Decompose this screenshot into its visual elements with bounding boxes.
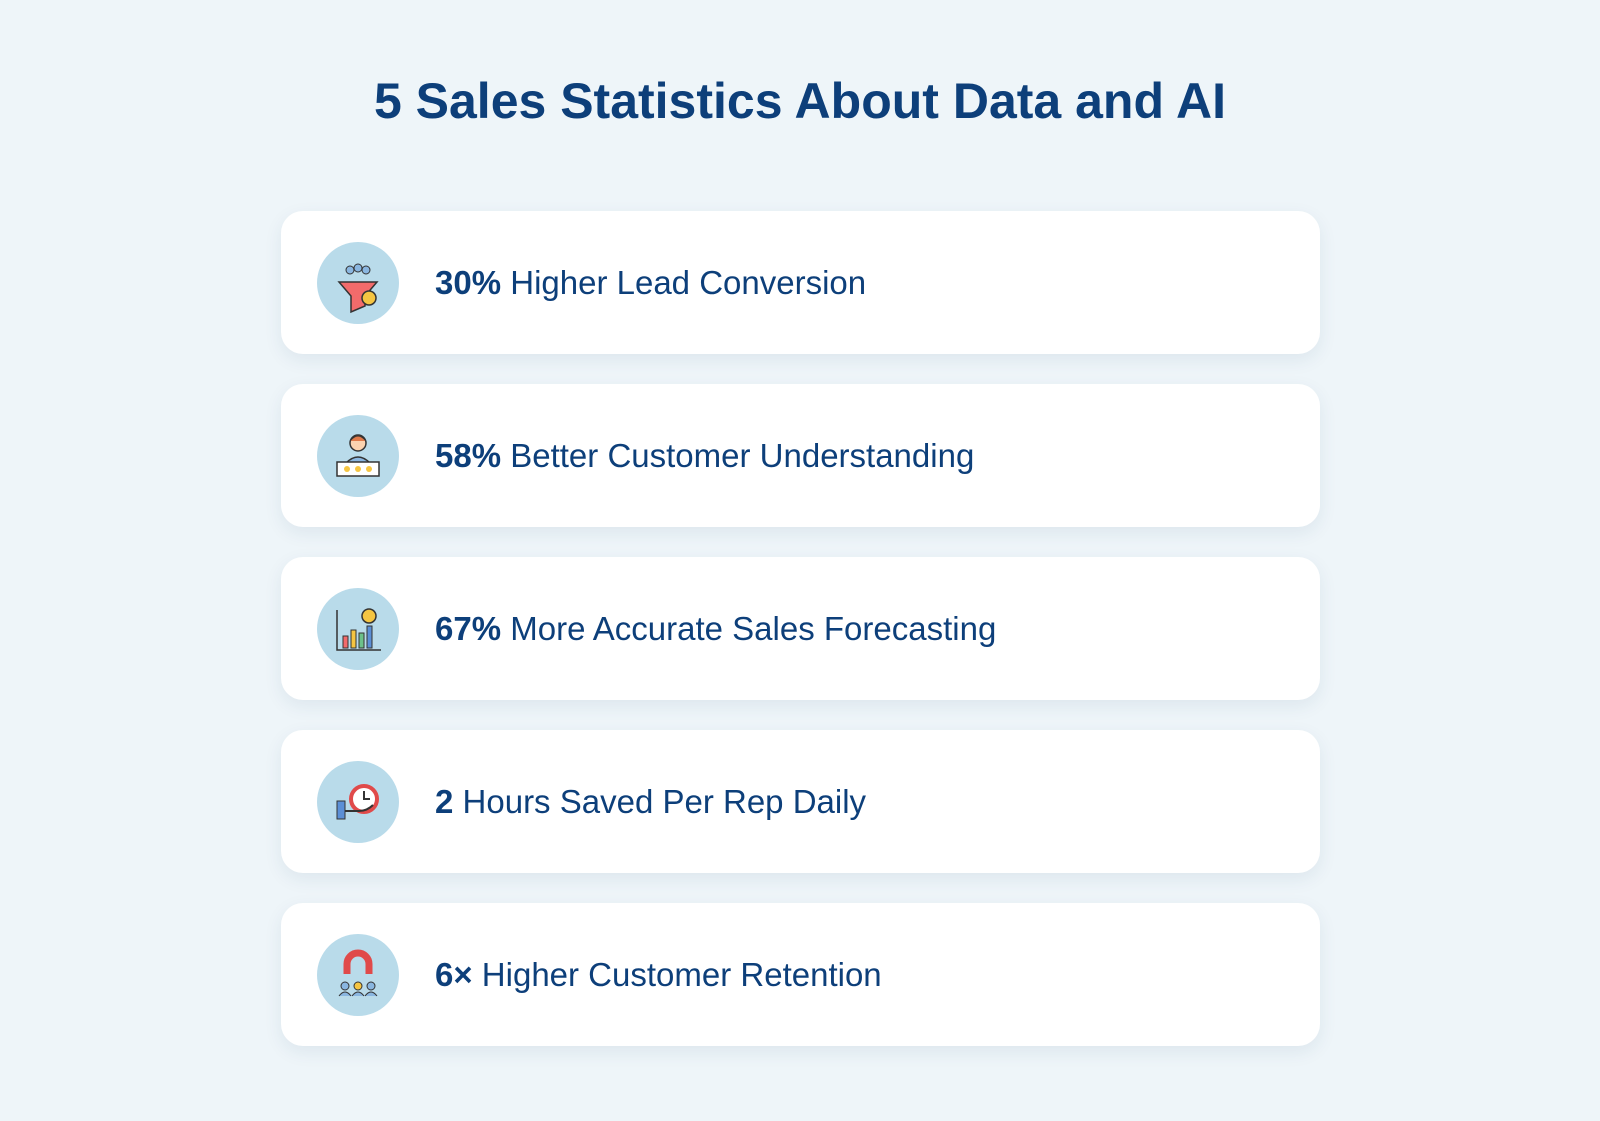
stat-value: 58% <box>435 437 502 474</box>
stat-value: 2 <box>435 783 454 820</box>
stat-label: More Accurate Sales Forecasting <box>510 610 997 647</box>
stat-text: 58% Better Customer Understanding <box>435 384 974 527</box>
stat-text: 30% Higher Lead Conversion <box>435 211 866 354</box>
stat-icon <box>317 761 399 843</box>
stat-text: 2 Hours Saved Per Rep Daily <box>435 730 866 873</box>
stat-card: 30% Higher Lead Conversion <box>281 211 1320 354</box>
stat-card: 2 Hours Saved Per Rep Daily <box>281 730 1320 873</box>
stat-icon <box>317 415 399 497</box>
stat-text: 6× Higher Customer Retention <box>435 903 882 1046</box>
stat-card: 67% More Accurate Sales Forecasting <box>281 557 1320 700</box>
stat-label: Higher Lead Conversion <box>510 264 867 301</box>
stat-card: 58% Better Customer Understanding <box>281 384 1320 527</box>
stat-icon <box>317 934 399 1016</box>
page-title: 5 Sales Statistics About Data and AI <box>373 73 1227 129</box>
stat-value: 30% <box>435 264 502 301</box>
stat-value: 6× <box>435 956 473 993</box>
stat-value: 67% <box>435 610 502 647</box>
stat-label: Higher Customer Retention <box>481 956 882 993</box>
stat-label: Hours Saved Per Rep Daily <box>462 783 867 820</box>
stat-icon <box>317 588 399 670</box>
stat-card: 6× Higher Customer Retention <box>281 903 1320 1046</box>
stat-label: Better Customer Understanding <box>510 437 975 474</box>
stat-icon <box>317 242 399 324</box>
stat-text: 67% More Accurate Sales Forecasting <box>435 557 996 700</box>
